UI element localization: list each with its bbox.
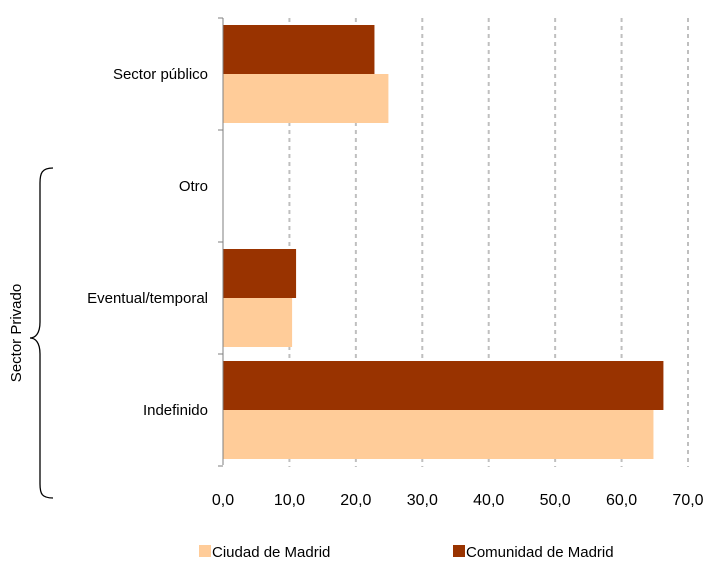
x-tick-label: 60,0: [606, 492, 637, 509]
x-tick-label: 70,0: [672, 492, 703, 509]
category-label: Indefinido: [143, 402, 208, 419]
legend-swatch-ciudad: [199, 545, 211, 557]
bar-comunidad: [223, 249, 297, 298]
x-tick-label: 40,0: [473, 492, 504, 509]
legend-label-ciudad: Ciudad de Madrid: [212, 544, 330, 561]
sector-privado-bracket: [29, 167, 54, 499]
category-label: Eventual/temporal: [87, 290, 208, 307]
bar-comunidad: [223, 25, 375, 74]
bar-ciudad: [223, 298, 293, 347]
x-tick-label: 0,0: [212, 492, 234, 509]
x-tick-label: 30,0: [407, 492, 438, 509]
x-tick-label: 10,0: [274, 492, 305, 509]
x-tick-label: 20,0: [340, 492, 371, 509]
x-tick-label: 50,0: [540, 492, 571, 509]
legend: Ciudad de Madrid Comunidad de Madrid: [199, 544, 614, 561]
category-labels: Sector público Otro Eventual/temporal Indef…: [87, 66, 208, 419]
category-label: Sector público: [113, 66, 208, 83]
x-tick-labels: 0,0 10,0 20,0 30,0 40,0 50,0 60,0 70,0: [212, 492, 704, 509]
bar-ciudad: [223, 74, 389, 123]
legend-swatch-comunidad: [453, 545, 465, 557]
category-ticks: [218, 17, 223, 467]
group-label-sector-privado: Sector Privado: [8, 284, 25, 382]
bar-comunidad: [223, 361, 664, 410]
bars: [223, 25, 664, 459]
bar-ciudad: [223, 410, 654, 459]
category-label: Otro: [179, 178, 208, 195]
legend-label-comunidad: Comunidad de Madrid: [466, 544, 614, 561]
